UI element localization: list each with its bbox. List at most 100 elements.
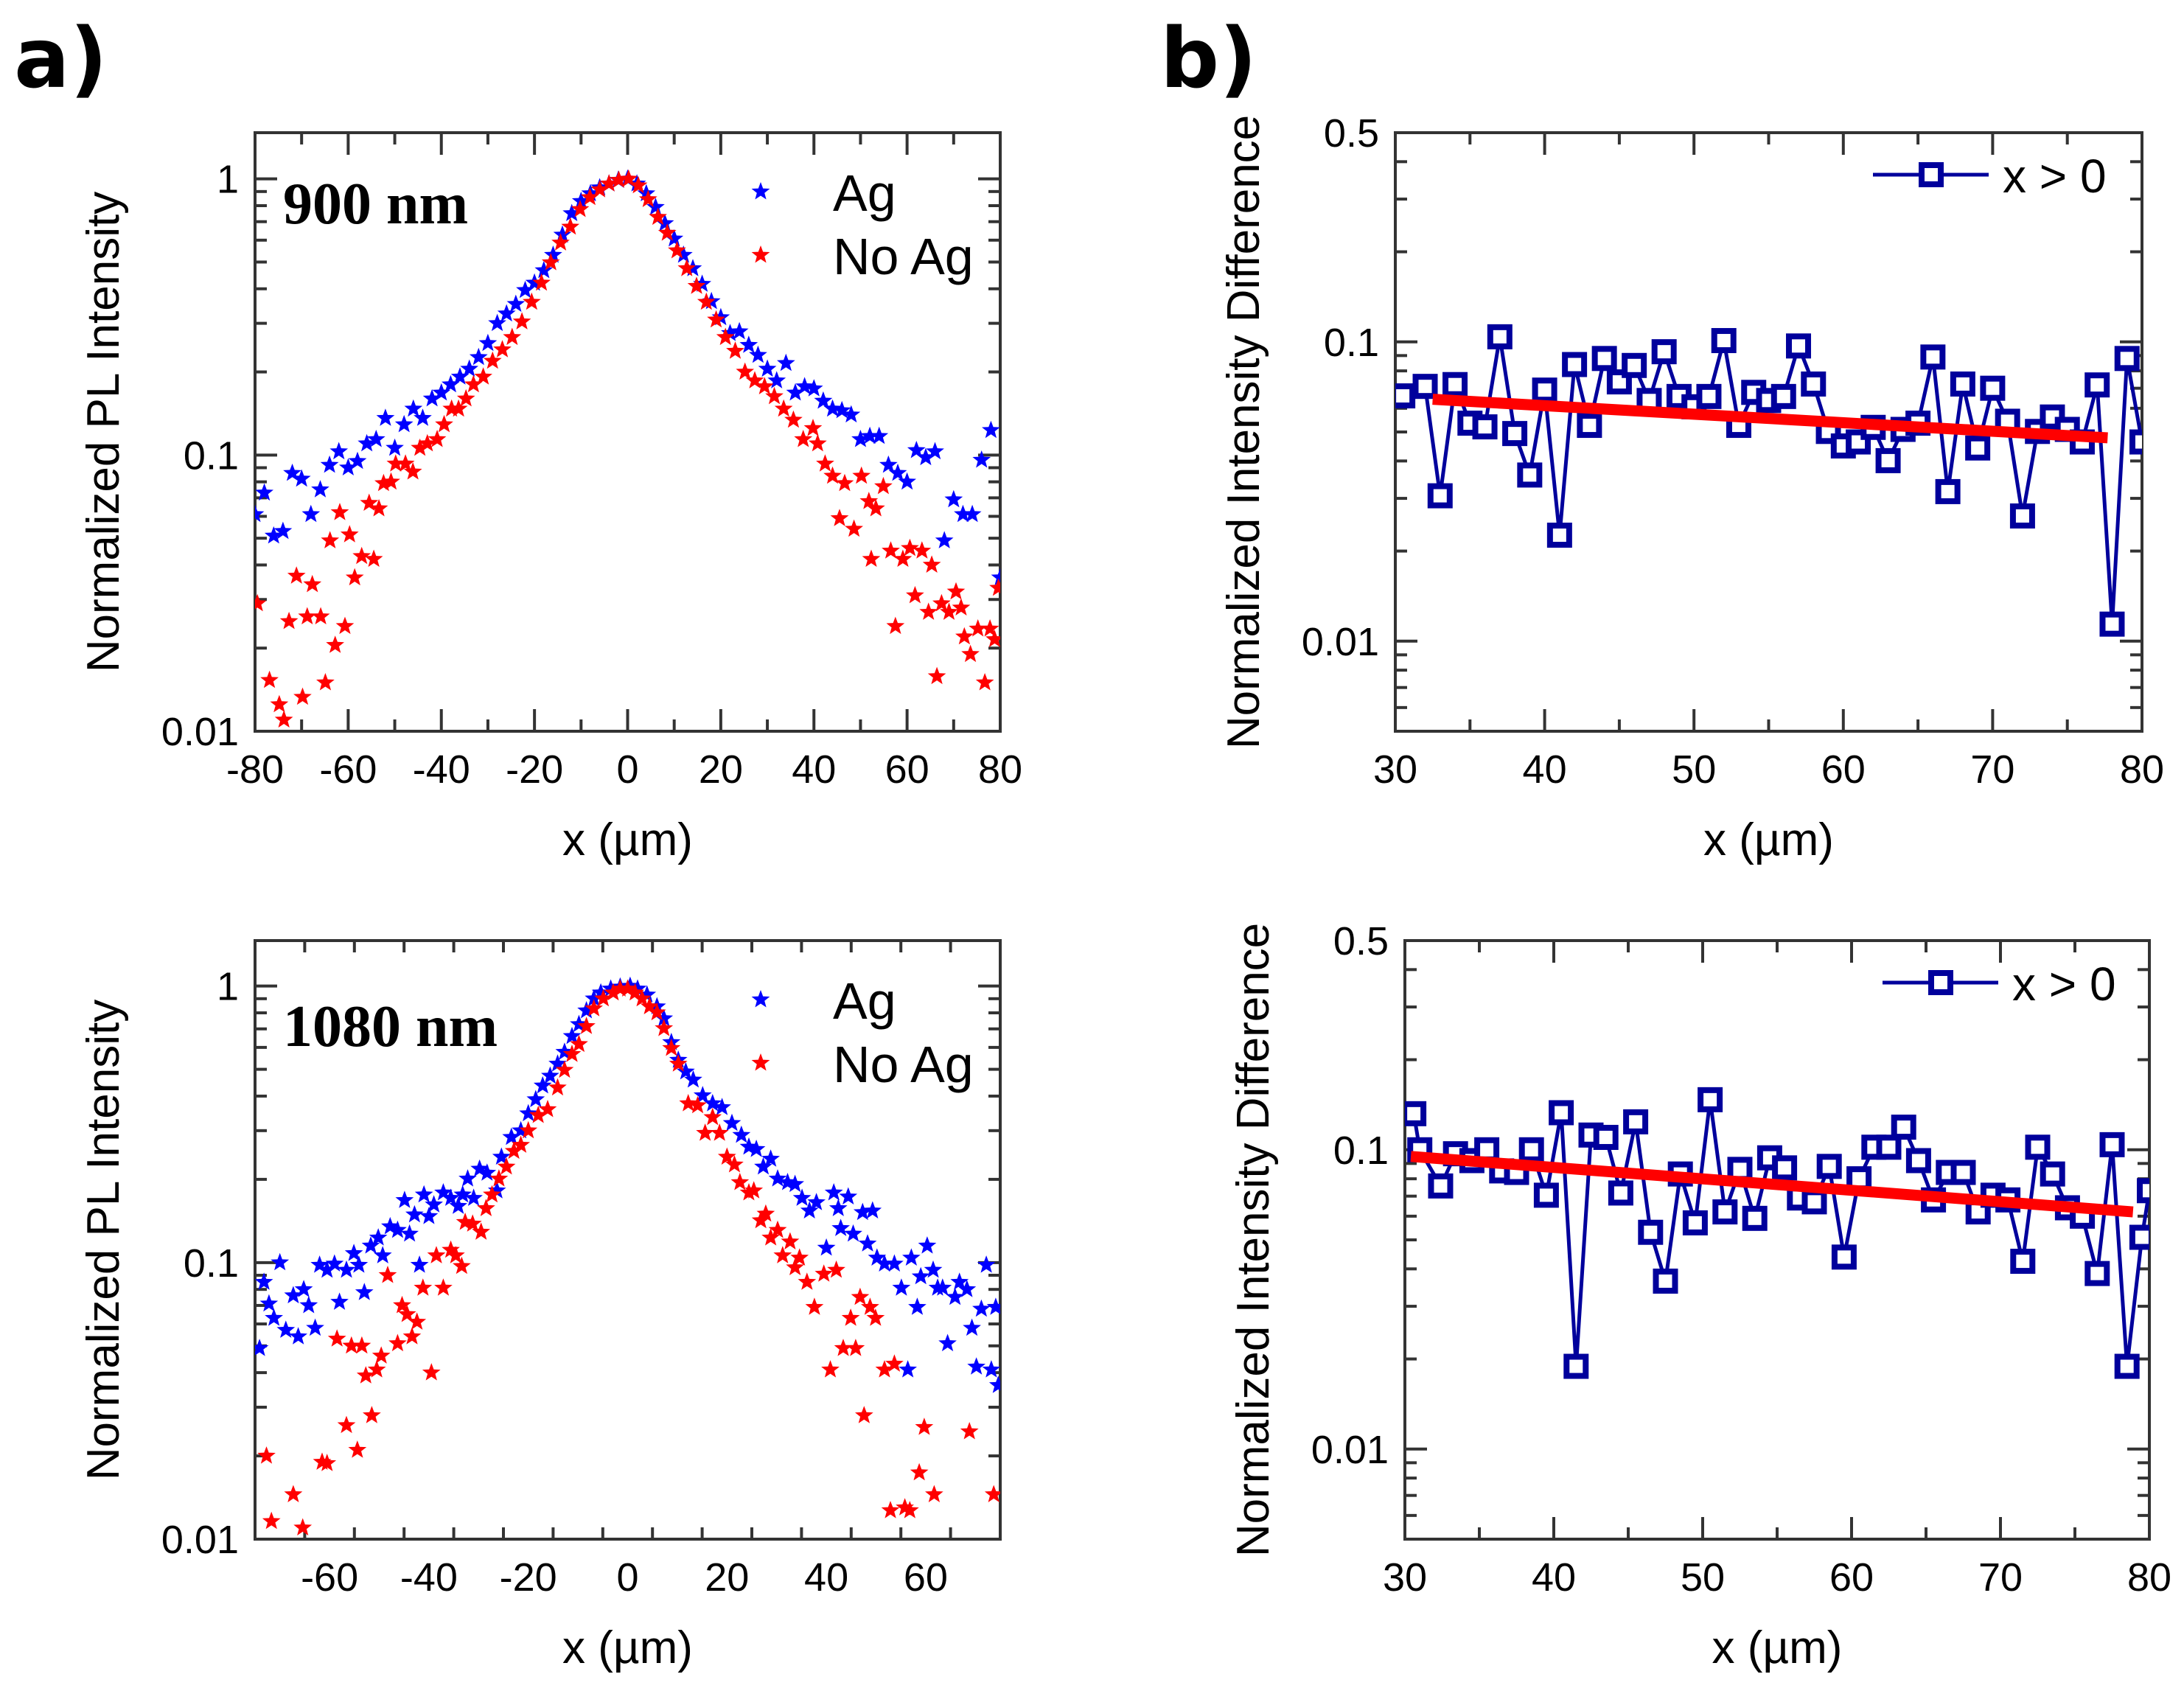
data-point-square (1696, 383, 1722, 409)
data-point-square (1950, 1160, 1976, 1185)
data-point-star (881, 1501, 900, 1519)
data-point-star (875, 1360, 894, 1378)
data-point-square (1801, 371, 1827, 397)
data-point-square (1935, 478, 1961, 504)
data-point-star (655, 1019, 674, 1036)
data-point-star (523, 292, 541, 310)
data-point-star (638, 189, 657, 207)
data-point-square (1577, 413, 1602, 439)
data-point-square (1682, 1210, 1708, 1235)
data-point-star (851, 430, 870, 447)
data-point-star (325, 1254, 344, 1272)
data-point-star (674, 245, 693, 263)
data-point-star (311, 480, 329, 498)
data-point-star (273, 521, 293, 540)
data-point-star (525, 273, 544, 291)
data-point-star (830, 509, 849, 526)
data-point-star (397, 1305, 416, 1322)
data-point-star (918, 1236, 937, 1254)
data-point-star (739, 1183, 758, 1201)
data-point-star (483, 1185, 501, 1203)
data-point-star (571, 200, 590, 217)
data-point-star (853, 1202, 872, 1221)
data-point-star (827, 1260, 845, 1278)
data-point-star (969, 619, 987, 637)
data-point-star (382, 472, 400, 490)
data-point-star (638, 985, 657, 1003)
data-point-star (805, 1297, 824, 1315)
data-point-star (885, 1354, 904, 1372)
series-no-ag (255, 169, 1000, 728)
data-point-star (458, 1169, 477, 1187)
fit-line (1410, 1151, 2134, 1218)
x-tick-label: 20 (699, 747, 743, 792)
data-point-star (487, 1181, 506, 1199)
data-point-star (932, 593, 951, 612)
x-tick-label: 60 (904, 1555, 948, 1600)
data-point-star (561, 217, 580, 235)
y-tick-label: 0.5 (1333, 919, 1389, 963)
data-point-star (786, 1258, 804, 1275)
data-point-star (781, 1232, 800, 1249)
data-point-star (274, 710, 293, 728)
y-axis-label: Normalized Intensity Difference (1228, 923, 1279, 1557)
data-point-star (982, 420, 1000, 439)
data-point-star (363, 1406, 381, 1423)
data-point-square (1801, 1189, 1827, 1215)
data-point-star (519, 1120, 538, 1139)
data-point-star (352, 1336, 371, 1354)
data-point-square (2137, 1178, 2149, 1204)
data-point-star (886, 616, 905, 635)
data-point-square (1891, 1115, 1916, 1140)
data-point-star (618, 979, 637, 997)
data-point-star (721, 324, 739, 341)
data-point-star (765, 386, 784, 405)
data-point-star (919, 602, 938, 620)
data-point-star (283, 463, 301, 481)
data-point-star (442, 399, 461, 417)
data-point-star (581, 187, 599, 206)
x-tick-label: 80 (978, 747, 1022, 792)
data-point-star (855, 1406, 873, 1423)
data-point-star (428, 430, 447, 447)
data-point-square (2099, 611, 2125, 637)
data-point-square (2009, 503, 2035, 529)
data-point-star (378, 1266, 397, 1283)
data-point-star (265, 1308, 283, 1326)
data-point-star (662, 1039, 681, 1056)
x-tick-label: -40 (400, 1555, 458, 1600)
data-point-star (668, 241, 686, 259)
data-point-star (449, 399, 468, 417)
data-point-star (831, 1218, 850, 1236)
data-point-star (972, 1299, 991, 1317)
x-tick-label: 80 (2127, 1555, 2171, 1600)
data-point-star (294, 1280, 313, 1297)
data-point-star (255, 504, 265, 523)
data-point-star (544, 245, 562, 263)
data-point-star (570, 1034, 588, 1053)
data-point-star (911, 1266, 930, 1285)
plots: -80 -60 -40 -20 0 20 40 60 80 0.01 0.1 1 x (µm) Norma… (78, 111, 2171, 1673)
panel-label-b: b) (1160, 11, 1257, 107)
data-point-star (688, 1095, 707, 1114)
data-point-star (792, 1188, 812, 1206)
data-point-star (528, 1106, 548, 1123)
data-point-square (1742, 1205, 1768, 1231)
y-tick-label: 0.01 (1311, 1428, 1389, 1472)
data-point-star (371, 1346, 391, 1364)
data-point-star (504, 1141, 523, 1160)
legend-star-icon (751, 182, 770, 200)
y-tick-label: 0.5 (1324, 111, 1379, 156)
data-point-star (722, 1113, 742, 1132)
data-point-star (896, 1498, 914, 1516)
data-point-star (405, 1204, 424, 1223)
data-point-star (677, 259, 697, 276)
data-point-star (276, 1320, 296, 1338)
data-point-square (1546, 523, 1572, 548)
data-point-star (842, 405, 861, 423)
data-point-star (385, 438, 404, 456)
data-point-star (340, 525, 359, 543)
data-point-star (874, 476, 893, 495)
data-point-star (860, 426, 879, 444)
data-point-star (367, 1360, 386, 1378)
